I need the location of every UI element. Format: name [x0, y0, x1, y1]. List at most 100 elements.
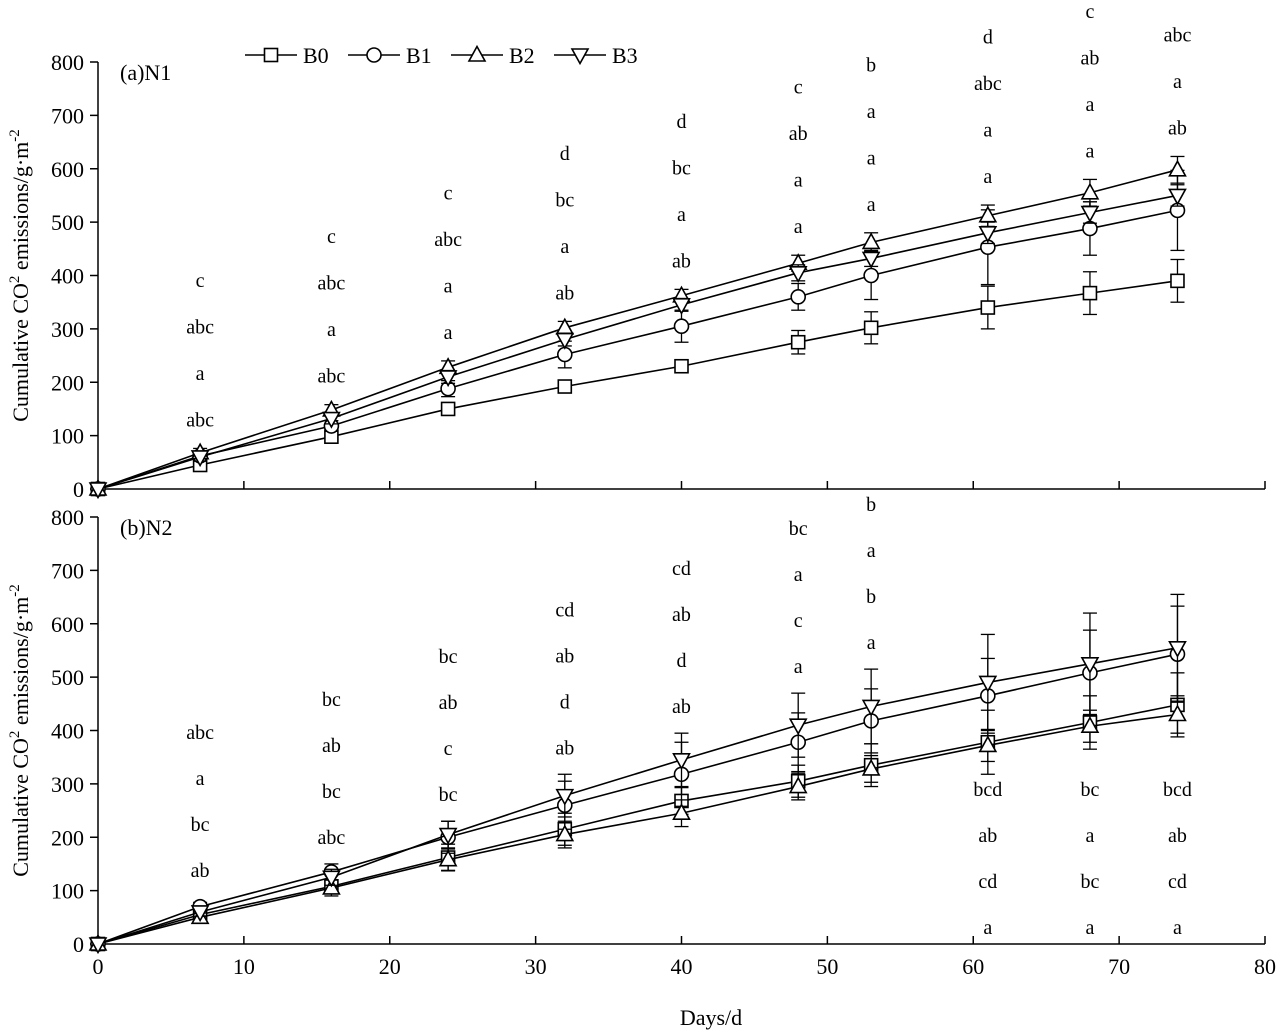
significance-label: a — [867, 540, 876, 562]
y-tick-label: 500 — [51, 210, 84, 235]
data-point — [555, 824, 575, 842]
x-tick-label: 50 — [816, 954, 838, 979]
y-tick-label: 0 — [73, 932, 84, 957]
significance-label: bc — [1081, 871, 1100, 893]
significance-label: ab — [555, 282, 574, 304]
legend-label: B3 — [612, 43, 638, 68]
legend-marker — [570, 48, 590, 66]
data-point — [863, 267, 879, 284]
significance-label: abc — [318, 273, 346, 295]
series-b3 — [88, 184, 1187, 500]
significance-label: a — [444, 275, 453, 297]
data-point — [861, 251, 881, 269]
significance-label: c — [1086, 1, 1095, 23]
x-tick-label: 40 — [671, 954, 693, 979]
data-point — [557, 379, 573, 394]
data-point — [861, 699, 881, 717]
data-point — [1080, 716, 1100, 734]
data-point — [863, 320, 879, 336]
data-point — [978, 675, 998, 693]
series-line — [97, 280, 1178, 490]
significance-label: ab — [555, 645, 574, 667]
significance-label: a — [1086, 140, 1095, 162]
significance-label: a — [560, 236, 569, 258]
data-point — [861, 232, 881, 250]
significance-label: a — [794, 170, 803, 192]
significance-label: ab — [978, 825, 997, 847]
x-tick-label: 70 — [1108, 954, 1130, 979]
x-tick-label: 30 — [525, 954, 547, 979]
x-tick-label: 60 — [962, 954, 984, 979]
series-b1 — [90, 169, 1186, 497]
y-tick-label: 500 — [51, 665, 84, 690]
significance-label: a — [1173, 71, 1182, 93]
data-point — [788, 718, 808, 736]
data-point — [438, 849, 458, 867]
data-point — [1170, 273, 1185, 289]
significance-label: ab — [1168, 825, 1187, 847]
legend-label: B2 — [509, 43, 535, 68]
data-point — [672, 753, 691, 771]
data-point — [322, 411, 341, 429]
data-point — [790, 334, 806, 350]
significance-label: abc — [318, 366, 346, 388]
significance-label: a — [867, 194, 876, 216]
significance-label: a — [983, 120, 992, 142]
significance-label: d — [983, 27, 993, 49]
significance-label: abc — [434, 229, 462, 251]
significance-label: a — [327, 319, 336, 341]
panel-label: (a)N1 — [120, 60, 171, 85]
data-point — [978, 735, 998, 753]
data-point — [1080, 205, 1100, 223]
significance-label: b — [866, 54, 876, 76]
significance-label: a — [1173, 917, 1182, 939]
data-point — [88, 937, 108, 955]
significance-label: bc — [439, 646, 458, 668]
significance-label: abc — [186, 409, 214, 431]
legend-entry-b3: B3 — [554, 43, 638, 68]
significance-label: bc — [555, 189, 574, 211]
y-tick-label: 600 — [51, 157, 84, 182]
y-axis-title: Cumulative CO2 emissions/g·m-2 — [7, 129, 33, 422]
series-b2 — [88, 695, 1187, 951]
significance-label: b — [866, 586, 876, 608]
significance-label: a — [444, 322, 453, 344]
significance-label: cd — [1168, 871, 1187, 893]
significance-label: abc — [1164, 24, 1192, 46]
x-axis-title: Days/d — [680, 1005, 742, 1030]
x-tick-label: 0 — [93, 954, 104, 979]
significance-label: bcd — [973, 779, 1002, 801]
significance-label: abc — [186, 316, 214, 338]
x-tick-label: 80 — [1254, 954, 1276, 979]
data-point — [88, 482, 108, 500]
data-point — [322, 870, 341, 888]
y-tick-label: 400 — [51, 719, 84, 744]
significance-label: a — [983, 166, 992, 188]
data-point — [672, 298, 691, 316]
significance-label: bcd — [1163, 779, 1192, 801]
significance-label: a — [196, 363, 205, 385]
y-tick-label: 0 — [73, 477, 84, 502]
legend: B0 B1 B2 B3 — [245, 43, 638, 68]
significance-label: a — [867, 147, 876, 169]
significance-label: a — [677, 204, 686, 226]
significance-label: a — [867, 632, 876, 654]
legend-label: B0 — [303, 43, 329, 68]
data-point — [674, 358, 689, 374]
significance-label: c — [327, 226, 336, 248]
y-tick-label: 300 — [51, 317, 84, 342]
series-line — [97, 713, 1178, 945]
y-tick-label: 700 — [51, 558, 84, 583]
data-point — [190, 905, 210, 923]
significance-label: bc — [1081, 779, 1100, 801]
y-tick-label: 400 — [51, 264, 84, 289]
significance-label: d — [677, 111, 687, 133]
significance-label: d — [677, 650, 687, 672]
data-point — [788, 776, 808, 794]
significance-label: c — [794, 610, 803, 632]
y-tick-label: 300 — [51, 772, 84, 797]
significance-label: a — [196, 768, 205, 790]
significance-label: cd — [978, 871, 997, 893]
data-point — [861, 758, 881, 776]
